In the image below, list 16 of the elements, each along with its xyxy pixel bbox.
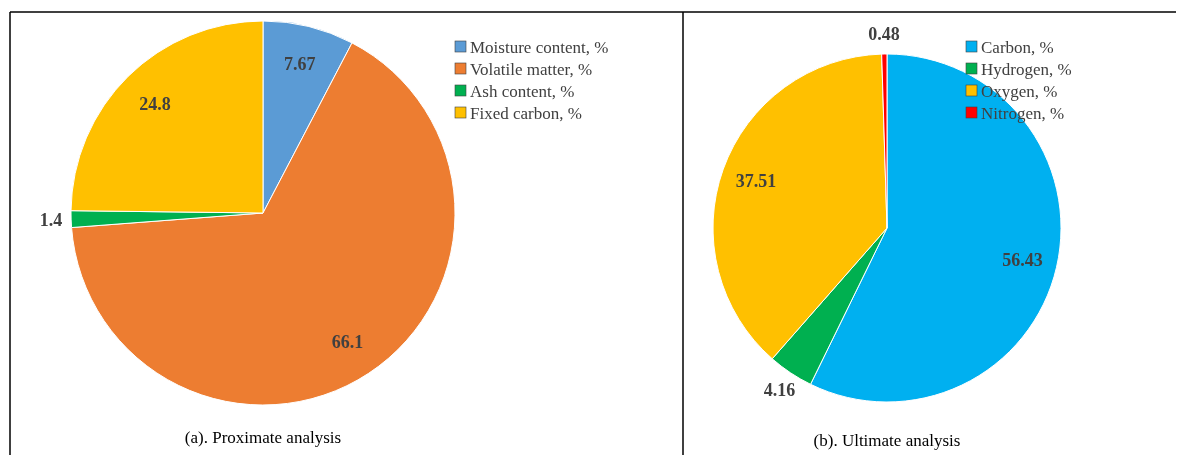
text: (a). Proximate analysis (184, 428, 342, 447)
legend-label: Fixed carbon, % (470, 103, 582, 123)
data-label: 4.16 (763, 379, 796, 400)
data-label: 24.8 (139, 94, 171, 115)
text: (b). Ultimate analysis (813, 431, 961, 450)
legend-label: Carbon, % (981, 37, 1054, 57)
data-label: 0.48 (868, 24, 900, 45)
data-label: 1.4 (39, 210, 63, 231)
legend-label: Hydrogen, % (981, 59, 1072, 79)
data-label: 66.1 (331, 331, 364, 352)
data-label: 7.67 (283, 54, 316, 75)
legend-label: Volatile matter, % (470, 59, 593, 79)
data-label: 37.51 (735, 171, 777, 192)
legend-label: Moisture content, % (470, 37, 609, 57)
legend-label: Ash content, % (470, 81, 575, 101)
data-label: 56.43 (1002, 249, 1043, 270)
